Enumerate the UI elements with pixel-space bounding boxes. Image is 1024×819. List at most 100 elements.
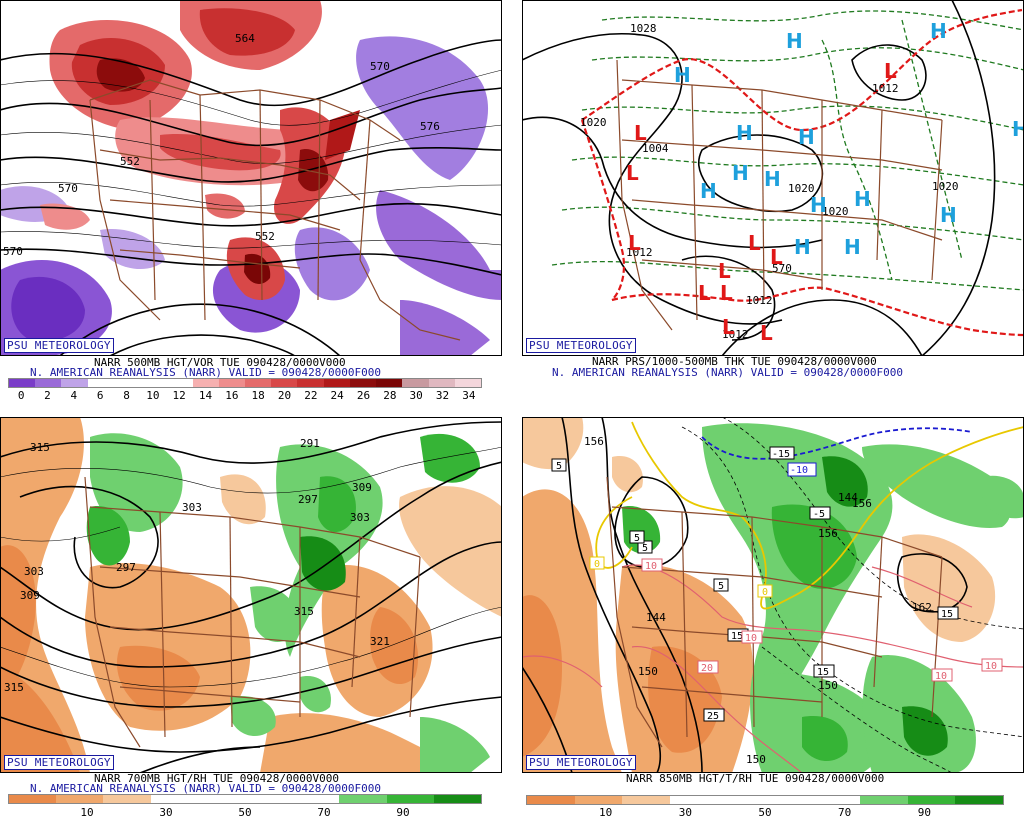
high-marker: H (940, 203, 957, 227)
colorbar-swatch (9, 795, 57, 803)
svg-text:0: 0 (762, 587, 768, 598)
colorbar-swatch (197, 795, 246, 803)
colorbar-swatch (574, 796, 623, 804)
height-label: 150 (638, 665, 658, 678)
colorbar-tick-label: 70 (317, 806, 331, 819)
colorbar-swatch (402, 379, 429, 387)
contour-label: 564 (235, 32, 255, 45)
colorbar-swatch (166, 379, 193, 387)
svg-text:5: 5 (718, 581, 724, 592)
colorbar-swatch (244, 379, 272, 387)
colorbar-tick-label: 70 (838, 806, 852, 819)
svg-text:25: 25 (707, 711, 719, 722)
contour-label: 303 (24, 565, 44, 578)
svg-text:-5: -5 (813, 509, 825, 520)
panel-500mb-vorticity: 564 570 570 552 552 570 576 PSU METEOROL… (0, 0, 502, 402)
colorbar-tick-label: 12 (172, 389, 186, 402)
isobar-label: 1020 (932, 180, 959, 193)
contour-label: 315 (4, 681, 24, 694)
isobar-label-group: 1020 1020 1012 1012 1020 1020 1012 1012 … (580, 22, 959, 341)
svg-text:10: 10 (745, 633, 757, 644)
height-label: 150 (746, 753, 766, 766)
panel-title-line2: N. AMERICAN REANALYSIS (NARR) VALID = 09… (30, 366, 381, 379)
colorbar-swatch (323, 379, 350, 387)
contour-label: 309 (20, 589, 40, 602)
colorbar-swatch (622, 796, 670, 804)
low-marker: L (628, 231, 641, 255)
colorbar-tick-label: 24 (330, 389, 344, 402)
panel-title-line1: NARR 850MB HGT/T/RH TUE 090428/0000V000 (626, 772, 885, 785)
vorticity-colorbar (8, 378, 482, 388)
svg-text:5: 5 (556, 461, 562, 472)
colorbar-swatch (61, 379, 88, 387)
isobar-label: 1028 (630, 22, 657, 35)
contour-label: 315 (30, 441, 50, 454)
panel-title-line1: NARR 500MB HGT/VOR TUE 090428/0000V000 (94, 356, 346, 369)
colorbar-swatch (9, 379, 36, 387)
high-marker: H (794, 235, 811, 259)
height-label-group: 156 144 150 150 156 162 156 150 144 (584, 435, 932, 766)
colorbar-swatch (292, 795, 340, 803)
rh-colorbar-ticks: 10 30 50 70 90 (526, 807, 1004, 818)
contour-label: 552 (255, 230, 275, 243)
colorbar-tick-label: 30 (159, 806, 173, 819)
colorbar-swatch (955, 796, 1003, 804)
isobar-label: 1012 (872, 82, 899, 95)
colorbar-swatch (87, 379, 114, 387)
panel-700mb-rh: 315 291 303 297 297 303 309 315 321 315 … (0, 417, 502, 819)
low-marker: L (770, 245, 783, 269)
svg-text:15: 15 (817, 667, 829, 678)
colorbar-swatch (717, 796, 765, 804)
contour-label-group: 564 570 570 552 552 570 576 (3, 32, 440, 258)
low-marker: L (760, 321, 773, 345)
colorbar-swatch (339, 795, 387, 803)
high-marker: H (700, 179, 717, 203)
rh-colorbar-ticks: 10 30 50 70 90 (8, 807, 482, 818)
high-marker: H (1012, 117, 1024, 141)
colorbar-tick-label: 10 (599, 806, 613, 819)
colorbar-tick-label: 2 (44, 389, 51, 402)
high-marker: H (844, 235, 861, 259)
svg-text:15: 15 (941, 609, 953, 620)
colorbar-tick-label: 4 (70, 389, 78, 402)
colorbar-tick-label: 34 (462, 389, 476, 402)
temp-label: 20 (697, 660, 719, 674)
colorbar-swatch (140, 379, 167, 387)
temp-label: 15 (813, 664, 835, 678)
temp-label: -5 (809, 506, 831, 520)
850mb-temp-rh-map: 156 144 150 150 156 162 156 150 144 5 -1… (522, 417, 1024, 773)
pressure-thickness-map: 1020 1020 1012 1012 1020 1020 1012 1012 … (522, 0, 1024, 356)
colorbar-swatch (812, 796, 861, 804)
thickness-label: 570 (772, 262, 792, 275)
contour-label-group: 315 291 303 297 297 303 309 315 321 315 … (4, 437, 390, 694)
colorbar-swatch (527, 796, 575, 804)
rh-colorbar (526, 795, 1004, 805)
colorbar-swatch (454, 379, 481, 387)
temp-label: -10 (787, 462, 817, 477)
colorbar-tick-label: 10 (146, 389, 160, 402)
contour-label: 570 (58, 182, 78, 195)
colorbar-tick-label: 14 (198, 389, 213, 402)
psu-meteorology-badge: PSU METEOROLOGY (4, 338, 114, 353)
height-label: 150 (818, 679, 838, 692)
temp-label: 0 (589, 556, 605, 570)
colorbar-tick-label: 0 (17, 389, 25, 402)
height-label: 156 (818, 527, 838, 540)
high-marker: H (674, 63, 691, 87)
map-frame (0, 417, 502, 773)
contour-label: 297 (116, 561, 136, 574)
low-marker: L (748, 231, 761, 255)
map-frame (0, 0, 502, 356)
panel-850mb-temp-rh: 156 144 150 150 156 162 156 150 144 5 -1… (522, 417, 1024, 819)
colorbar-swatch (271, 379, 298, 387)
contour-label: 291 (300, 437, 320, 450)
height-label: 162 (912, 601, 932, 614)
svg-text:5: 5 (634, 533, 640, 544)
high-marker: H (854, 187, 871, 211)
contour-label: 297 (298, 493, 318, 506)
svg-text:5: 5 (642, 543, 648, 554)
high-marker: H (732, 161, 749, 185)
contour-label: 303 (350, 511, 370, 524)
contour-label: 315 (294, 605, 314, 618)
isobar-label: 1012 (722, 328, 749, 341)
